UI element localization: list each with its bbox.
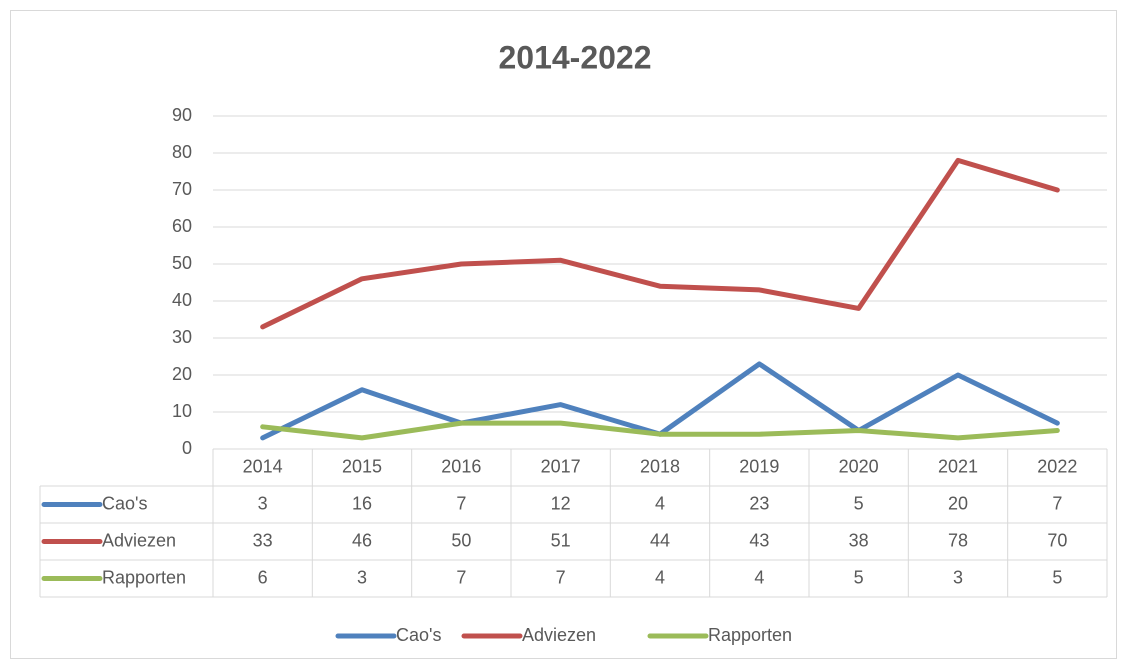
x-tick-label: 2019 [739,456,779,476]
table-row-label: Rapporten [102,567,186,587]
table-cell: 16 [352,493,372,513]
table-cell: 7 [556,567,566,587]
table-cell: 51 [551,530,571,550]
x-tick-label: 2020 [839,456,879,476]
table-cell: 7 [456,493,466,513]
table-cell: 7 [456,567,466,587]
table-cell: 78 [948,530,968,550]
table-cell: 7 [1052,493,1062,513]
table-cell: 3 [357,567,367,587]
table-cell: 23 [749,493,769,513]
table-cell: 70 [1047,530,1067,550]
table-cell: 38 [849,530,869,550]
chart-border [10,10,1117,659]
y-tick-label: 0 [182,438,192,458]
y-tick-label: 60 [172,216,192,236]
table-cell: 4 [655,567,665,587]
y-tick-label: 20 [172,364,192,384]
chart-title: 2014-2022 [498,39,651,75]
legend-label: Rapporten [708,625,792,645]
table-cell: 5 [854,567,864,587]
y-tick-label: 40 [172,290,192,310]
y-tick-label: 70 [172,179,192,199]
x-tick-label: 2018 [640,456,680,476]
table-cell: 3 [258,493,268,513]
x-tick-label: 2021 [938,456,978,476]
x-tick-label: 2016 [441,456,481,476]
y-tick-label: 50 [172,253,192,273]
table-cell: 43 [749,530,769,550]
y-tick-label: 80 [172,142,192,162]
table-cell: 5 [854,493,864,513]
series-line [260,420,1060,441]
y-tick-label: 10 [172,401,192,421]
x-tick-label: 2015 [342,456,382,476]
series-line [260,157,1060,330]
table-cell: 20 [948,493,968,513]
y-tick-label: 90 [172,105,192,125]
table-cell: 12 [551,493,571,513]
table-cell: 5 [1052,567,1062,587]
x-tick-label: 2017 [541,456,581,476]
table-cell: 44 [650,530,670,550]
legend-label: Cao's [396,625,441,645]
table-row-label: Cao's [102,493,147,513]
y-tick-label: 30 [172,327,192,347]
table-row-label: Adviezen [102,530,176,550]
table-cell: 46 [352,530,372,550]
x-tick-label: 2022 [1037,456,1077,476]
table-cell: 3 [953,567,963,587]
x-tick-label: 2014 [243,456,283,476]
table-cell: 33 [253,530,273,550]
table-cell: 4 [754,567,764,587]
legend-label: Adviezen [522,625,596,645]
table-cell: 6 [258,567,268,587]
table-cell: 4 [655,493,665,513]
table-cell: 50 [451,530,471,550]
